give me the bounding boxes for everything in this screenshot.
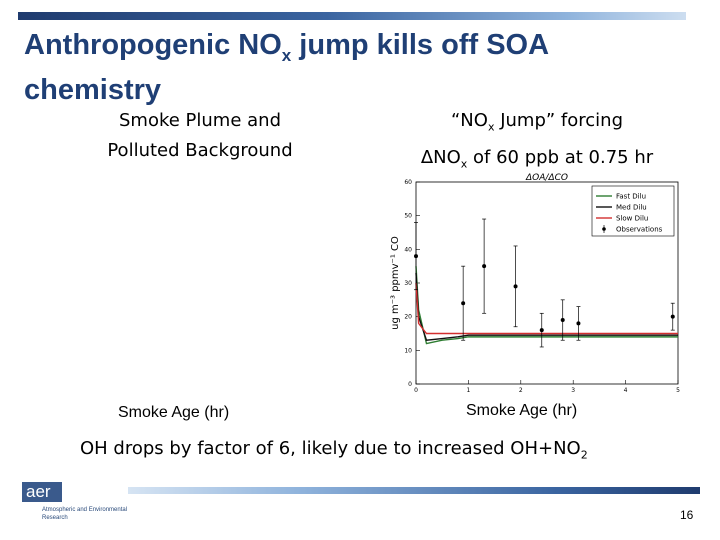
observation-point bbox=[539, 328, 544, 333]
observation-point bbox=[482, 264, 487, 269]
observation-point bbox=[670, 314, 675, 319]
footnote: OH drops by factor of 6, likely due to i… bbox=[80, 438, 588, 462]
right-heading-2b: of 60 ppb at 0.75 hr bbox=[467, 146, 654, 168]
x-tick-label: 0 bbox=[414, 387, 418, 394]
aer-logo bbox=[22, 482, 62, 502]
right-heading-1b: Jump” forcing bbox=[494, 110, 623, 131]
observation-point bbox=[576, 321, 581, 326]
bottom-accent-bar bbox=[128, 487, 700, 494]
x-tick-label: 1 bbox=[466, 387, 470, 394]
right-heading-line-1: “NOx Jump” forcing bbox=[382, 106, 692, 143]
right-heading-2-subscript: x bbox=[460, 157, 468, 171]
footnote-main: OH drops by factor of 6, likely due to i… bbox=[80, 438, 581, 459]
observation-point bbox=[414, 254, 418, 259]
left-heading-line-1: Smoke Plume and bbox=[118, 110, 281, 131]
title-subscript: x bbox=[281, 45, 292, 65]
x-tick-label: 4 bbox=[624, 387, 628, 394]
chart-title: ΔOA/ΔCO bbox=[525, 173, 568, 183]
x-tick-label: 5 bbox=[676, 387, 680, 394]
top-accent-bar bbox=[18, 12, 704, 20]
x-axis-ticks: 0 1 2 3 4 5 bbox=[414, 380, 680, 394]
left-x-axis-caption: Smoke Age (hr) bbox=[118, 404, 230, 421]
right-column-heading: “NOx Jump” forcing ΔNOx of 60 ppb at 0.7… bbox=[382, 106, 692, 179]
title-main: Anthropogenic NO bbox=[24, 29, 282, 61]
x-tick-label: 2 bbox=[519, 387, 523, 394]
legend-label: Observations bbox=[616, 226, 663, 234]
legend-box bbox=[591, 185, 675, 237]
right-heading-2a: ΔNO bbox=[420, 146, 461, 168]
observation-point bbox=[513, 284, 518, 289]
left-column-heading: Smoke Plume and Polluted Background bbox=[60, 106, 340, 166]
right-heading-1-subscript: x bbox=[487, 120, 495, 134]
y-tick-label: 40 bbox=[404, 246, 412, 253]
left-heading-line-2: Polluted Background bbox=[107, 140, 293, 161]
y-tick-label: 0 bbox=[408, 381, 412, 388]
legend-label: Slow Dilu bbox=[616, 215, 648, 223]
legend-label: Fast Dilu bbox=[616, 193, 646, 201]
footnote-subscript: 2 bbox=[580, 448, 588, 462]
y-tick-label: 30 bbox=[404, 280, 412, 287]
y-tick-label: 50 bbox=[404, 213, 412, 220]
legend-label: Med Dilu bbox=[616, 204, 647, 212]
observation-points bbox=[414, 218, 675, 348]
y-tick-label: 20 bbox=[404, 314, 412, 321]
page-number: 16 bbox=[680, 508, 694, 522]
chart-legend: Fast Dilu Med Dilu Slow Dilu Observations bbox=[591, 185, 675, 237]
slide-title: Anthropogenic NOx jump kills off SOA che… bbox=[24, 28, 684, 107]
top-accent-bar-gap bbox=[686, 12, 704, 20]
y-tick-label: 60 bbox=[404, 179, 412, 186]
x-tick-label: 3 bbox=[571, 387, 575, 394]
title-rest: jump kills off SOA chemistry bbox=[24, 29, 548, 106]
right-x-axis-caption: Smoke Age (hr) bbox=[466, 402, 578, 419]
observation-point bbox=[461, 301, 466, 306]
observation-point bbox=[560, 318, 565, 323]
legend-swatch-point bbox=[602, 227, 606, 231]
y-tick-label: 10 bbox=[404, 347, 412, 354]
right-heading-line-2: ΔNOx of 60 ppb at 0.75 hr bbox=[382, 143, 692, 180]
y-axis-label: ug m⁻³ ppmv⁻¹ CO bbox=[390, 236, 401, 330]
aer-logo-subtext: Atmospheric and Environmental Research bbox=[42, 507, 128, 521]
aer-logo-text: aer bbox=[26, 482, 51, 501]
right-heading-1a: “NO bbox=[450, 110, 488, 131]
